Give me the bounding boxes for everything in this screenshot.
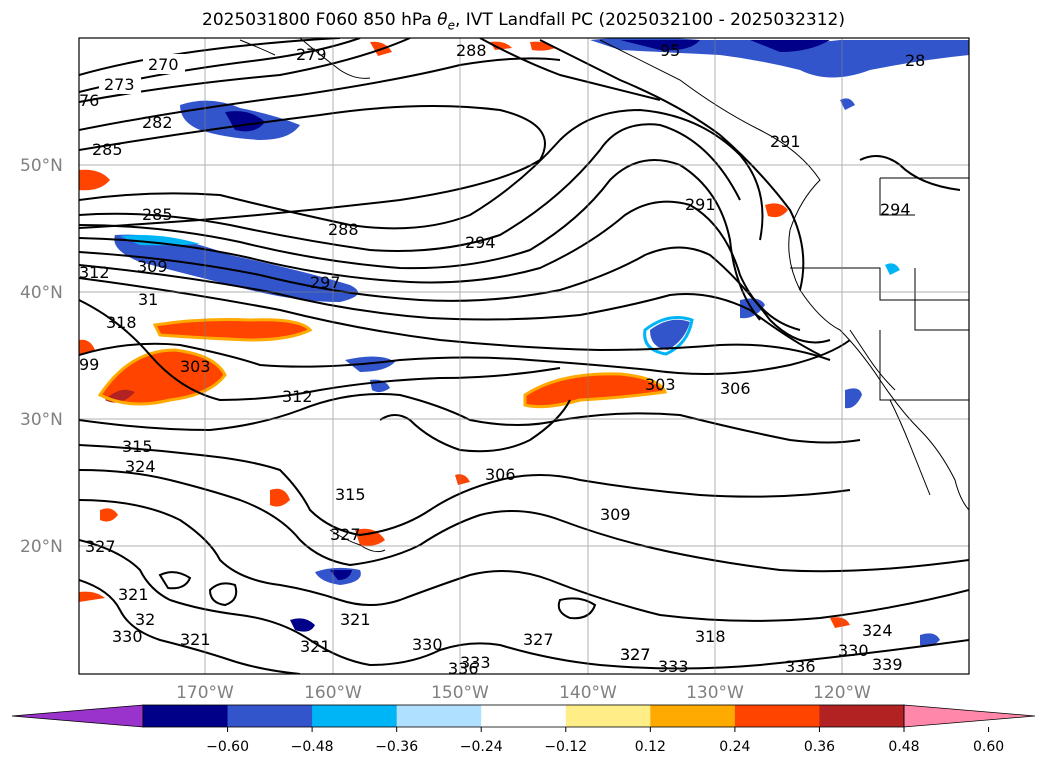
colorbar-tick-label: 0.12 (635, 739, 666, 755)
contour-label: 273 (104, 75, 135, 94)
contour-label: 285 (92, 140, 123, 159)
contour-label: 288 (328, 220, 359, 239)
gridlines (79, 38, 969, 674)
contour-label: 291 (685, 195, 716, 214)
contour-label: 95 (660, 41, 680, 60)
colorbar-tick-label: 0.36 (804, 739, 835, 755)
contour-label: 327 (620, 645, 651, 664)
contour-label: 282 (142, 113, 173, 132)
lon-label: 160°W (304, 683, 362, 703)
contour-label: 285 (142, 205, 173, 224)
lon-label: 150°W (431, 683, 489, 703)
colorbar-segment (481, 705, 567, 727)
contour-label: 270 (148, 55, 179, 74)
contour-label: 336 (448, 659, 479, 678)
contour-label: 312 (282, 387, 313, 406)
contour-label: 294 (880, 200, 911, 219)
contour-label: 76 (79, 91, 99, 110)
colorbar-tick-label: −0.36 (375, 739, 418, 755)
contour-label: 306 (720, 379, 751, 398)
colorbar-tick-label: 0.60 (973, 739, 1004, 755)
lat-label: 20°N (20, 537, 63, 557)
contour-label: 32 (135, 610, 155, 629)
contour-label: 306 (485, 465, 516, 484)
colorbar-extend-high (903, 704, 1036, 728)
colorbar: −0.60 −0.48 −0.36 −0.24 −0.12 0.12 0.24 0.36 0.4… (11, 704, 1036, 755)
contour-label: 321 (340, 610, 371, 629)
longitude-labels: 170°W 160°W 150°W 140°W 130°W 120°W (176, 683, 871, 703)
map-title: 2025031800 F060 850 hPa θe, IVT Landfall… (202, 10, 845, 33)
lon-label: 170°W (176, 683, 234, 703)
colorbar-segment (819, 705, 905, 727)
colorbar-tick-label: −0.48 (291, 739, 334, 755)
contour-label: 294 (465, 233, 496, 252)
contour-label: 321 (300, 637, 331, 656)
contour-label: 336 (785, 657, 816, 676)
colorbar-segment (227, 705, 313, 727)
colorbar-segment (312, 705, 398, 727)
contour-label: 315 (335, 485, 366, 504)
contour-labels: 270 273 76 282 285 279 288 285 288 294 2… (79, 41, 925, 678)
colorbar-tick-label: −0.12 (544, 739, 587, 755)
colorbar-border (142, 704, 905, 728)
contour-label: 327 (330, 525, 361, 544)
contour-label: 321 (118, 585, 149, 604)
plot-border (78, 37, 970, 675)
contour-label: 327 (620, 645, 651, 664)
contour-label: 327 (523, 630, 554, 649)
contour-label: 288 (456, 41, 487, 60)
colorbar-tick-label: 0.48 (888, 739, 919, 755)
contour-label: 309 (600, 505, 631, 524)
contour-label: 333 (460, 653, 491, 672)
contour-label: 291 (770, 132, 801, 151)
colorbar-tick-label: −0.24 (460, 739, 503, 755)
contour-label: 31 (138, 290, 158, 309)
shaded-anomalies (79, 38, 969, 647)
contour-label: 330 (412, 635, 443, 654)
contour-label: 330 (838, 641, 869, 660)
colorbar-segment (565, 705, 651, 727)
coastlines (239, 38, 969, 553)
colorbar-segment (734, 705, 820, 727)
colorbar-segment (650, 705, 736, 727)
lon-label: 120°W (813, 683, 871, 703)
colorbar-segment (396, 705, 482, 727)
contour-label: 315 (122, 437, 153, 456)
lat-label: 30°N (20, 410, 63, 430)
contour-label: 324 (125, 457, 156, 476)
lon-label: 130°W (686, 683, 744, 703)
contour-label: 303 (645, 375, 676, 394)
colorbar-tick-label: 0.24 (719, 739, 750, 755)
contour-label: 330 (112, 627, 143, 646)
contour-label: 318 (695, 627, 726, 646)
contour-label: 28 (905, 51, 925, 70)
contour-label: 297 (310, 273, 341, 292)
latitude-labels: 50°N 40°N 30°N 20°N (20, 156, 63, 557)
contour-label: 324 (862, 621, 893, 640)
contour-label: 339 (872, 655, 903, 674)
contour-label: 303 (180, 357, 211, 376)
contour-label: 279 (296, 45, 327, 64)
lat-label: 50°N (20, 156, 63, 176)
lat-label: 40°N (20, 283, 63, 303)
contour-label: 309 (137, 257, 168, 276)
contour-label: 312 (79, 263, 110, 282)
colorbar-segment (143, 705, 229, 727)
colorbar-extend-low (11, 704, 144, 728)
contour-label: 99 (79, 355, 99, 374)
contour-label: 327 (85, 537, 116, 556)
contour-label: 333 (658, 657, 689, 676)
colorbar-tick-label: −0.60 (206, 739, 249, 755)
contour-label: 318 (106, 313, 137, 332)
lon-label: 140°W (559, 683, 617, 703)
contour-label: 321 (180, 630, 211, 649)
